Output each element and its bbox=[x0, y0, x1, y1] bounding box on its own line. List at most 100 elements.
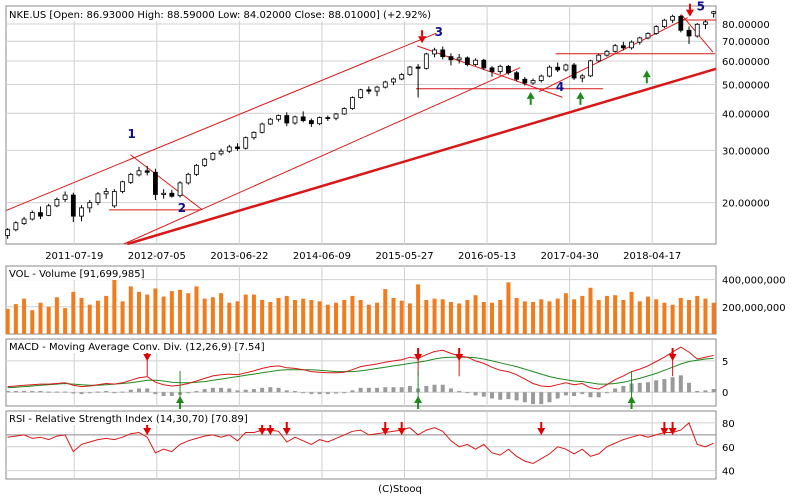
buy-signal-icon bbox=[627, 396, 636, 403]
macd-histogram-bar bbox=[317, 392, 322, 395]
macd-histogram-bar bbox=[448, 388, 453, 393]
macd-histogram-bar bbox=[399, 387, 404, 393]
candle-body bbox=[399, 74, 405, 80]
overbought-marker-icon bbox=[660, 428, 669, 435]
title-background bbox=[7, 7, 427, 21]
volume-bar bbox=[71, 291, 76, 334]
rsi-title: RSI - Relative Strength Index (14,30,70)… bbox=[9, 414, 248, 425]
sell-arrow-icon bbox=[418, 36, 427, 44]
x-tick-label: 2015-05-27 bbox=[375, 251, 433, 262]
candle-body bbox=[629, 41, 634, 49]
volume-bar bbox=[506, 282, 511, 334]
x-tick-label: 2011-07-19 bbox=[45, 251, 103, 262]
x-tick-label: 2013-06-22 bbox=[210, 251, 268, 262]
macd-histogram-bar bbox=[194, 390, 199, 393]
volume-bar bbox=[112, 273, 117, 334]
candle-body bbox=[341, 108, 347, 115]
macd-histogram-bar bbox=[383, 387, 388, 393]
candle-body bbox=[79, 207, 84, 217]
volume-bar bbox=[235, 301, 240, 334]
macd-histogram-bar bbox=[120, 391, 125, 393]
macd-histogram-bar bbox=[292, 390, 297, 393]
volume-panel: 400,000,000 200,000,000 VOL - Volume [91,6… bbox=[5, 265, 786, 335]
volume-bar bbox=[407, 303, 412, 334]
macd-histogram-bar bbox=[580, 392, 585, 395]
candle-body bbox=[300, 116, 306, 121]
candle-body bbox=[29, 212, 35, 220]
candle-body bbox=[5, 229, 11, 236]
candle-body bbox=[62, 194, 68, 200]
trend-line bbox=[123, 67, 521, 245]
sell-arrow-icon bbox=[685, 9, 694, 17]
macd-histogram-bar bbox=[522, 392, 527, 403]
volume-bar bbox=[169, 291, 174, 334]
macd-histogram-bar bbox=[63, 391, 68, 393]
volume-bar bbox=[687, 300, 692, 334]
macd-histogram-bar bbox=[260, 387, 265, 393]
trend-line bbox=[126, 67, 717, 246]
candle-body bbox=[235, 146, 240, 150]
macd-histogram-bar bbox=[13, 390, 18, 393]
macd-histogram-bar bbox=[268, 387, 273, 393]
volume-bar bbox=[202, 298, 207, 334]
y-tick-label: 80 bbox=[722, 419, 735, 430]
candle-body bbox=[694, 23, 700, 37]
macd-histogram-bar bbox=[95, 391, 100, 393]
macd-histogram-bar bbox=[489, 392, 494, 399]
candle-body bbox=[571, 64, 577, 79]
macd-histogram-bar bbox=[539, 392, 544, 405]
volume-bar bbox=[604, 295, 609, 334]
volume-bar bbox=[276, 297, 281, 334]
volume-bar bbox=[399, 300, 404, 334]
macd-histogram-bar bbox=[325, 392, 330, 395]
volume-bar bbox=[325, 304, 330, 334]
buy-signal-icon bbox=[176, 396, 185, 403]
candle-body bbox=[661, 19, 667, 28]
volume-bar bbox=[539, 299, 544, 334]
y-tick-label: 80.00000 bbox=[722, 20, 770, 31]
macd-histogram-bar bbox=[506, 392, 511, 400]
macd-histogram-bar bbox=[424, 385, 429, 393]
macd-histogram-bar bbox=[621, 385, 626, 393]
candle-body bbox=[218, 150, 224, 155]
overbought-marker-icon bbox=[397, 428, 406, 435]
macd-histogram-bar bbox=[555, 392, 560, 399]
macd-histogram-bar bbox=[276, 387, 281, 393]
title-background bbox=[7, 340, 277, 353]
overbought-marker-icon bbox=[143, 428, 152, 435]
macd-histogram-bar bbox=[662, 379, 667, 393]
volume-bar bbox=[621, 300, 626, 334]
wave-label: 4 bbox=[556, 80, 564, 94]
volume-bar bbox=[473, 295, 478, 334]
candle-body bbox=[259, 123, 265, 133]
candle-body bbox=[391, 78, 396, 83]
candle-body bbox=[87, 202, 93, 209]
candle-body bbox=[358, 89, 364, 98]
volume-bar bbox=[5, 308, 10, 334]
x-tick-label: 2017-04-30 bbox=[541, 251, 599, 262]
candle-body bbox=[464, 57, 470, 65]
macd-histogram-bar bbox=[711, 389, 716, 393]
volume-bar bbox=[596, 300, 601, 334]
candle-body bbox=[366, 89, 372, 92]
candle-body bbox=[407, 66, 413, 76]
candle-body bbox=[194, 164, 199, 175]
macd-title: MACD - Moving Average Conv. Div. (12,26,… bbox=[9, 342, 265, 353]
candle-body bbox=[686, 29, 692, 37]
macd-histogram-bar bbox=[251, 389, 256, 393]
volume-title: VOL - Volume [91,699,985] bbox=[9, 269, 145, 280]
title-background bbox=[7, 267, 142, 280]
volume-bar bbox=[260, 300, 265, 334]
sell-signal-icon bbox=[668, 354, 677, 361]
macd-histogram-bar bbox=[71, 392, 76, 394]
candle-body bbox=[514, 72, 520, 80]
volume-bar bbox=[383, 289, 388, 334]
overbought-marker-icon bbox=[266, 428, 275, 435]
macd-histogram-bar bbox=[432, 384, 437, 393]
sell-signal-icon bbox=[414, 354, 423, 361]
candle-body bbox=[481, 59, 487, 69]
overbought-marker-icon bbox=[381, 428, 390, 435]
volume-bar bbox=[145, 294, 150, 334]
macd-histogram-bar bbox=[407, 385, 412, 393]
macd-histogram-bar bbox=[358, 387, 363, 393]
